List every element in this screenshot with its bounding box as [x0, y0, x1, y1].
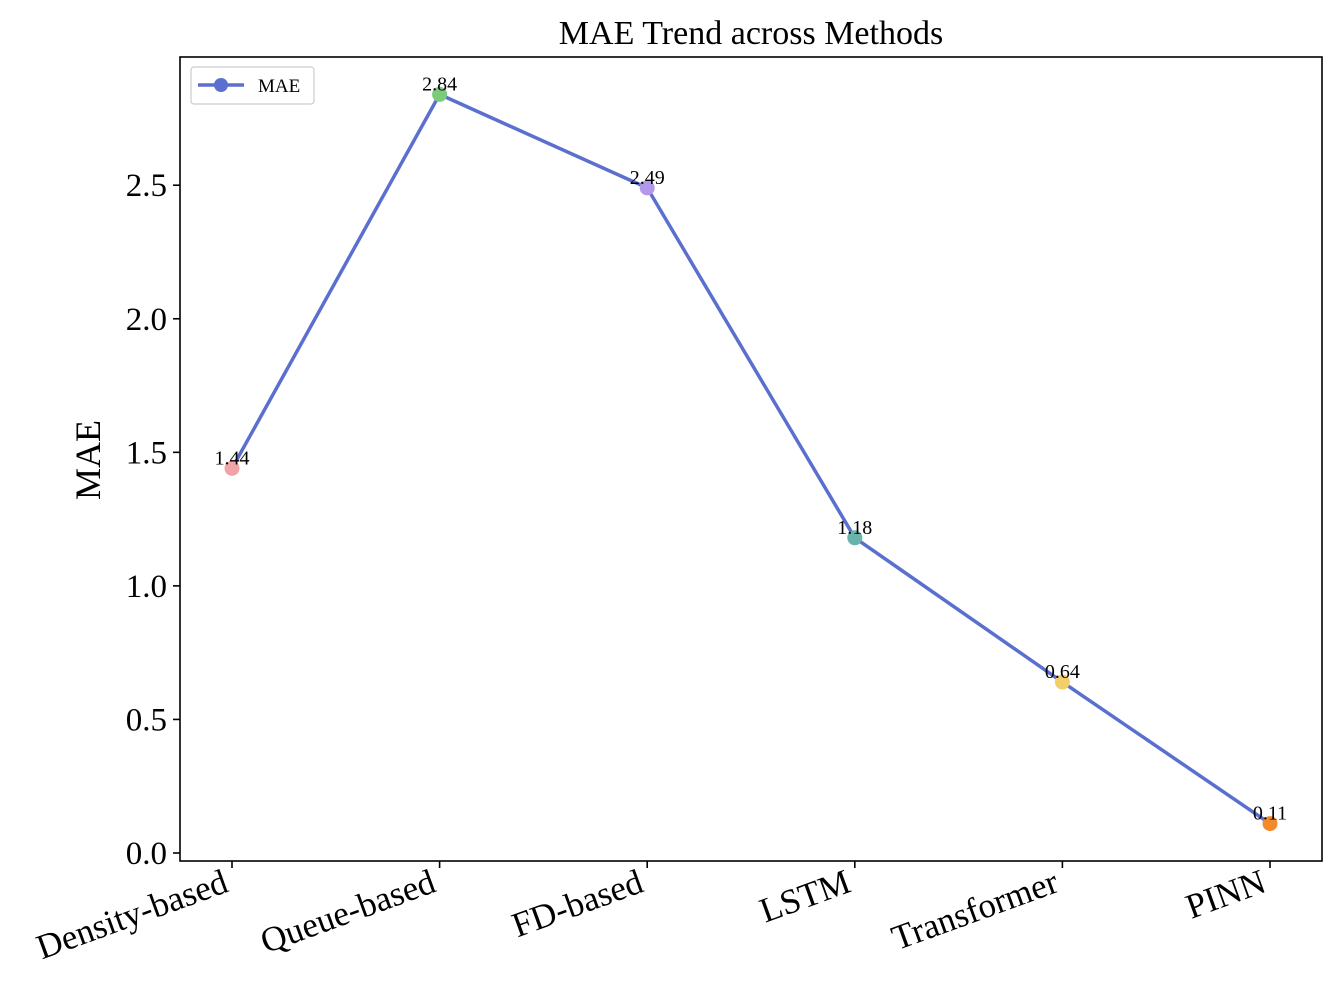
y-tick-label: 2.0 — [126, 302, 167, 338]
y-tick-label: 1.5 — [126, 435, 167, 471]
data-point — [847, 530, 863, 546]
x-tick-label: FD-based — [507, 862, 649, 945]
x-tick-label: Density-based — [31, 862, 233, 967]
series-mae: 1.44 2.84 2.49 1.18 0.64 0.11 — [215, 73, 1287, 832]
y-tick-label: 1.0 — [126, 569, 167, 605]
x-tick-label: LSTM — [754, 862, 855, 931]
data-label: 1.18 — [837, 517, 872, 539]
y-tick-label: 0.5 — [126, 702, 167, 738]
y-tick-label: 2.5 — [126, 168, 167, 204]
data-label: 2.84 — [422, 73, 457, 95]
y-axis-label: MAE — [68, 420, 108, 500]
data-point — [1262, 816, 1278, 832]
legend: MAE — [190, 66, 315, 105]
series-line — [230, 92, 1271, 826]
plot-area — [179, 56, 1323, 862]
data-point — [639, 180, 655, 196]
data-label: 0.64 — [1045, 661, 1080, 683]
x-tick-label: Queue-based — [255, 862, 440, 961]
data-point — [224, 460, 240, 476]
chart-title: MAE Trend across Methods — [559, 15, 943, 52]
data-label: 1.44 — [215, 447, 250, 469]
data-label: 2.49 — [630, 167, 665, 189]
legend-marker — [214, 78, 228, 92]
x-tick-label: PINN — [1181, 862, 1271, 927]
data-point — [432, 86, 448, 102]
y-tick-label: 0.0 — [126, 836, 167, 872]
y-axis: 0.0 0.5 1.0 1.5 2.0 2.5 — [126, 168, 180, 872]
legend-label: MAE — [258, 76, 300, 97]
legend-box — [190, 66, 315, 105]
x-axis: Density-based Queue-based FD-based LSTM Tran… — [31, 861, 1271, 967]
x-tick-label: Transformer — [887, 862, 1064, 958]
data-point — [1054, 674, 1070, 690]
data-label: 0.11 — [1253, 803, 1287, 825]
